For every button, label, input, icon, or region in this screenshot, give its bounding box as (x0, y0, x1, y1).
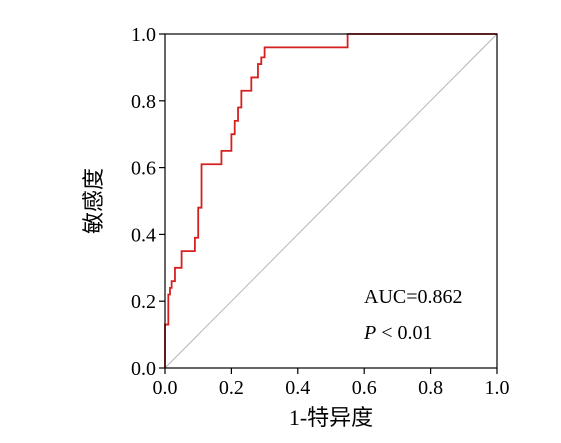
x-tick-label: 0.0 (153, 377, 178, 399)
p-value-annotation: P < 0.01 (363, 322, 433, 344)
reference-line-group (164, 33, 498, 369)
y-tick-label: 0.0 (131, 358, 156, 380)
y-tick-label: 0.8 (131, 91, 156, 113)
plot-frame (164, 33, 498, 369)
y-tick-label: 0.6 (131, 158, 156, 180)
x-tick-label: 0.4 (285, 377, 310, 399)
y-tick-label: 0.4 (131, 224, 156, 246)
y-tick-label: 0.2 (131, 291, 156, 313)
x-tick-label: 0.8 (418, 377, 443, 399)
auc-annotation: AUC=0.862 (364, 286, 463, 308)
p-value-text: < 0.01 (376, 322, 432, 344)
x-tick-label: 0.2 (219, 377, 244, 399)
y-axis-ticks: 0.0 0.2 0.4 0.6 0.8 1.0 (131, 24, 165, 380)
x-axis-label: 1-特异度 (289, 405, 373, 430)
x-tick-label: 0.6 (352, 377, 377, 399)
roc-curve-line (164, 33, 497, 368)
roc-curve-group (164, 33, 497, 368)
x-axis-ticks: 0.0 0.2 0.4 0.6 0.8 1.0 (153, 368, 510, 399)
reference-diagonal-line (164, 33, 498, 369)
p-letter: P (363, 322, 376, 344)
y-tick-label: 1.0 (131, 24, 156, 46)
y-axis-label: 敏感度 (81, 168, 106, 234)
x-tick-label: 1.0 (485, 377, 510, 399)
